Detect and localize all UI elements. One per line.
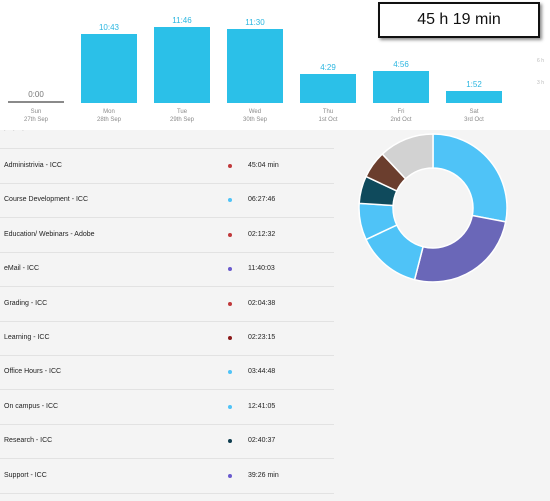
activity-name: Course Development - ICC bbox=[4, 196, 89, 204]
activity-color-dot bbox=[228, 370, 232, 375]
total-time-box: 45 h 19 min bbox=[378, 2, 540, 38]
activity-name: eMail - ICC bbox=[4, 265, 40, 273]
activity-color-dot bbox=[228, 198, 232, 203]
bar-mon[interactable] bbox=[81, 33, 137, 103]
donut-slice[interactable] bbox=[413, 214, 507, 283]
activity-row[interactable]: Learning - ICC 02:23:15 bbox=[0, 321, 334, 356]
bar-value-label: 1:52 bbox=[466, 79, 482, 89]
truncated-header: · · · bbox=[4, 128, 27, 134]
bar-sat[interactable] bbox=[446, 90, 502, 103]
bar-fri[interactable] bbox=[373, 71, 429, 103]
activity-row[interactable]: Research - ICC 02:40:37 bbox=[0, 424, 334, 460]
day-label: Mon 28th Sep bbox=[96, 109, 122, 123]
bar-value-label: 11:46 bbox=[172, 16, 192, 25]
activity-time: 03:44:48 bbox=[248, 368, 276, 376]
y-axis-tick: 6 h bbox=[537, 58, 544, 64]
activity-name: On campus - ICC bbox=[4, 402, 59, 410]
bar-value-label: 0:00 bbox=[28, 90, 44, 99]
activity-row[interactable]: Education/ Webinars - Adobe 02:12:32 bbox=[0, 218, 334, 253]
bar-value-label: 4:56 bbox=[393, 60, 409, 70]
bar-wed[interactable] bbox=[227, 28, 283, 103]
bar-tue[interactable] bbox=[154, 27, 210, 103]
activity-time: 02:40:37 bbox=[248, 437, 276, 445]
bar-thu[interactable] bbox=[300, 74, 356, 103]
day-label: Tue 29th Sep bbox=[169, 109, 195, 123]
activity-row[interactable]: Grading - ICC 02:04:38 bbox=[0, 287, 334, 322]
bar-value-label: 10:43 bbox=[98, 22, 120, 32]
activity-name: Office Hours - ICC bbox=[4, 368, 62, 376]
day-label: Fri 2nd Oct bbox=[390, 109, 412, 123]
activity-time: 02:04:38 bbox=[248, 299, 276, 307]
activity-time: 11:40:03 bbox=[248, 265, 275, 273]
activity-row[interactable]: Support - ICC 39:26 min bbox=[0, 459, 334, 494]
activity-color-dot bbox=[228, 439, 232, 444]
activity-row[interactable]: eMail - ICC 11:40:03 bbox=[0, 252, 334, 288]
activity-donut-chart bbox=[358, 133, 508, 283]
activity-color-dot bbox=[228, 404, 232, 409]
activity-time: 12:41:05 bbox=[248, 402, 276, 410]
y-axis-tick: 3 h bbox=[537, 80, 544, 86]
activity-color-dot bbox=[228, 232, 232, 237]
list-divider bbox=[0, 148, 334, 149]
activity-time: 06:27:46 bbox=[248, 196, 276, 204]
activity-color-dot bbox=[228, 164, 232, 168]
activity-time: 02:23:15 bbox=[248, 334, 276, 341]
activity-color-dot bbox=[228, 301, 232, 306]
activity-name: Support - ICC bbox=[4, 471, 47, 479]
day-label: Wed 30th Sep bbox=[242, 109, 268, 123]
activity-color-dot bbox=[228, 336, 232, 340]
activity-row[interactable]: Office Hours - ICC 03:44:48 bbox=[0, 355, 334, 391]
total-time-label: 45 h 19 min bbox=[417, 11, 501, 28]
day-label: Sun 27th Sep bbox=[23, 109, 49, 123]
bar-value-label: 4:29 bbox=[320, 63, 336, 73]
donut-slice[interactable] bbox=[381, 133, 434, 180]
bar-value-label: 11:30 bbox=[245, 17, 265, 27]
activity-name: Administrivia - ICC bbox=[4, 162, 62, 169]
activity-row[interactable]: Course Development - ICC 06:27:46 bbox=[0, 183, 334, 219]
day-label: Thu 1st Oct bbox=[318, 109, 338, 123]
activity-name: Grading - ICC bbox=[4, 299, 48, 307]
activity-color-dot bbox=[228, 473, 232, 478]
bar-sun[interactable] bbox=[8, 101, 64, 103]
activity-name: Research - ICC bbox=[4, 437, 53, 445]
donut-slice[interactable] bbox=[432, 133, 508, 223]
activity-row[interactable]: Administrivia - ICC 45:04 min bbox=[0, 149, 334, 184]
activity-name: Learning - ICC bbox=[4, 334, 50, 341]
activity-time: 02:12:32 bbox=[248, 230, 276, 238]
activity-row[interactable]: On campus - ICC 12:41:05 bbox=[0, 390, 334, 425]
day-label: Sat 3rd Oct bbox=[464, 109, 484, 123]
activity-name: Education/ Webinars - Adobe bbox=[4, 230, 95, 238]
activity-color-dot bbox=[228, 267, 232, 272]
activity-time: 45:04 min bbox=[248, 162, 279, 169]
activity-time: 39:26 min bbox=[248, 471, 279, 479]
